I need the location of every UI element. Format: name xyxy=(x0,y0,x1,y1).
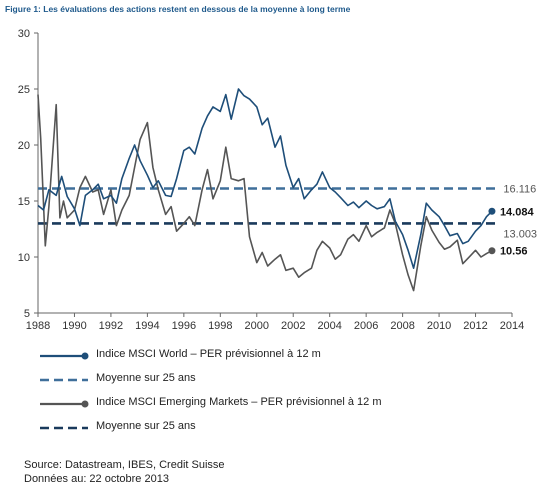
x-tick-label: 1992 xyxy=(99,320,123,332)
figure-title: Figure 1: Les évaluations des actions re… xyxy=(5,4,351,14)
legend-item-world: Indice MSCI World – PER prévisionnel à 1… xyxy=(40,346,520,370)
legend-label-em: Indice MSCI Emerging Markets – PER prévi… xyxy=(96,396,382,408)
x-tick-label: 2000 xyxy=(245,320,269,332)
chart-axes: 5 10 15 20 25 30 1988 1990 1992 1994 1996 1998 2000 2… xyxy=(18,28,524,332)
legend-item-world-average: Moyenne sur 25 ans xyxy=(40,370,520,394)
x-tick-label: 1990 xyxy=(62,320,86,332)
x-tick-label: 1996 xyxy=(172,320,196,332)
x-tick-label: 1994 xyxy=(135,320,159,332)
legend-item-em-average: Moyenne sur 25 ans xyxy=(40,418,520,442)
x-tick-label: 2008 xyxy=(390,320,414,332)
y-tick-label: 25 xyxy=(18,84,30,96)
y-tick-label: 15 xyxy=(18,196,30,208)
x-tick-label: 1998 xyxy=(208,320,232,332)
legend-swatch-em-average xyxy=(40,426,88,430)
source-note: Source: Datastream, IBES, Credit Suisse xyxy=(24,459,225,471)
x-tick-label: 2002 xyxy=(281,320,305,332)
legend-label-world: Indice MSCI World – PER prévisionnel à 1… xyxy=(96,348,321,360)
y-tick-label: 10 xyxy=(18,252,30,264)
end-label-world: 14.084 xyxy=(500,206,535,218)
series-msci-world-line xyxy=(37,88,493,270)
y-tick-label: 5 xyxy=(24,308,30,320)
legend-swatch-em xyxy=(40,400,89,408)
x-tick-label: 2010 xyxy=(427,320,451,332)
y-tick-label: 20 xyxy=(18,140,30,152)
y-tick-label: 30 xyxy=(18,28,30,40)
x-tick-label: 2014 xyxy=(500,320,524,332)
legend-label-world-average: Moyenne sur 25 ans xyxy=(96,372,196,384)
data-date-note: Données au: 22 octobre 2013 xyxy=(24,473,169,485)
x-tick-label: 2012 xyxy=(463,320,487,332)
chart-series xyxy=(37,88,498,292)
end-label-em-average: 13.003 xyxy=(503,228,537,240)
legend-swatch-world-average xyxy=(40,378,88,382)
legend-item-em: Indice MSCI Emerging Markets – PER prévi… xyxy=(40,394,520,418)
series-msci-em-line xyxy=(37,94,493,292)
chart-end-labels: 14.084 16.116 10.56 13.003 xyxy=(500,184,537,258)
end-label-world-average: 16.116 xyxy=(503,184,536,196)
x-tick-label: 2006 xyxy=(354,320,378,332)
chart-footer: Source: Datastream, IBES, Credit Suisse … xyxy=(24,458,225,486)
chart-legend: Indice MSCI World – PER prévisionnel à 1… xyxy=(40,346,520,442)
legend-label-em-average: Moyenne sur 25 ans xyxy=(96,420,196,432)
end-label-em: 10.56 xyxy=(500,246,528,258)
series-msci-world-end-point xyxy=(488,207,496,215)
x-tick-label: 2004 xyxy=(317,320,341,332)
legend-swatch-world xyxy=(40,352,89,360)
series-msci-em-end-point xyxy=(488,247,496,255)
line-chart: 5 10 15 20 25 30 1988 1990 1992 1994 1996 1998 2000 2… xyxy=(18,28,537,332)
x-tick-label: 1988 xyxy=(26,320,50,332)
